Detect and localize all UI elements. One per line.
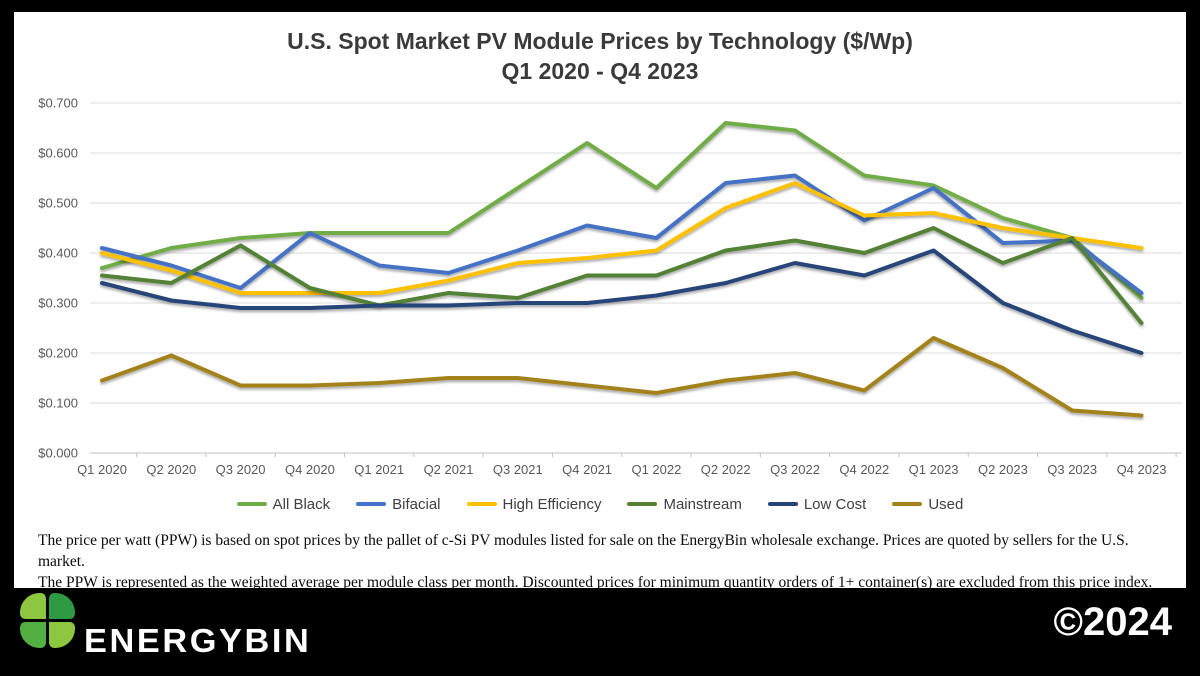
svg-text:$0.300: $0.300 [38,296,78,311]
legend-swatch-mainstream [627,502,658,506]
svg-text:Q4 2020: Q4 2020 [285,462,335,477]
leaf-bottom-left [20,622,46,648]
brand-name: ENERGYBIN [84,622,312,659]
series-line-mainstream [100,226,1144,325]
chart-subtitle: Q1 2020 - Q4 2023 [501,58,699,84]
leaf-bottom-right [49,622,75,648]
svg-text:Q4 2022: Q4 2022 [839,462,889,477]
footer-band: ENERGYBIN ©2024 [0,588,1200,676]
x-axis-labels: Q1 2020 Q2 2020 Q3 2020 Q4 2020 Q1 2021 Q2 20… [77,462,1166,477]
svg-text:Q4 2023: Q4 2023 [1117,462,1167,477]
legend-item-mainstream: Mainstream [627,496,742,513]
legend-item-high-efficiency: High Efficiency [466,496,601,513]
chart-card: U.S. Spot Market PV Module Prices by Tec… [14,12,1186,591]
legend-swatch-used [892,502,923,506]
svg-text:$0.400: $0.400 [38,246,78,261]
svg-text:Q1 2023: Q1 2023 [909,462,959,477]
chart-title: U.S. Spot Market PV Module Prices by Tec… [287,28,913,54]
svg-text:$0.100: $0.100 [38,396,78,411]
svg-text:Q2 2022: Q2 2022 [701,462,751,477]
svg-text:Q3 2020: Q3 2020 [216,462,266,477]
energybin-leaf-icon [20,593,76,649]
legend-swatch-low-cost [767,502,798,506]
svg-text:Q3 2022: Q3 2022 [770,462,820,477]
footnote-line-2: The PPW is represented as the weighted a… [38,574,1153,591]
series-lines [100,121,1144,418]
legend-swatch-bifacial [356,502,387,506]
svg-text:Q3 2021: Q3 2021 [493,462,543,477]
legend-swatch-all-black [236,502,267,506]
svg-text:$0.000: $0.000 [38,446,78,461]
svg-text:$0.500: $0.500 [38,196,78,211]
x-axis [66,453,1177,457]
legend-item-all-black: All Black [236,496,330,513]
legend-item-used: Used [892,496,963,513]
svg-text:Q1 2022: Q1 2022 [631,462,681,477]
copyright-notice: ©2024 [1053,600,1172,644]
svg-text:Q2 2020: Q2 2020 [146,462,196,477]
svg-text:$0.700: $0.700 [38,98,78,111]
series-line-bifacial [100,173,1144,295]
series-line-low-cost [100,248,1144,355]
svg-text:Q1 2020: Q1 2020 [77,462,127,477]
svg-text:$0.200: $0.200 [38,346,78,361]
footnote-line-1: The price per watt (PPW) is based on spo… [38,532,1129,570]
y-axis-labels: $0.000 $0.100 $0.200 $0.300 $0.400 $0.500 $0.6… [38,98,78,461]
series-line-high-efficiency [100,181,1144,295]
svg-text:Q2 2023: Q2 2023 [978,462,1028,477]
chart-legend: All Black Bifacial High Efficiency Mains… [14,492,1186,516]
svg-text:Q2 2021: Q2 2021 [424,462,474,477]
legend-item-low-cost: Low Cost [767,496,866,513]
price-chart: $0.000 $0.100 $0.200 $0.300 $0.400 $0.500 $0.6… [38,98,1182,477]
svg-text:Q1 2021: Q1 2021 [354,462,404,477]
series-line-all-black [100,121,1144,300]
legend-swatch-high-efficiency [466,502,497,506]
svg-text:Q4 2021: Q4 2021 [562,462,612,477]
series-line-used [100,336,1144,418]
leaf-top-left [20,593,46,619]
svg-text:$0.600: $0.600 [38,146,78,161]
legend-item-bifacial: Bifacial [356,496,441,513]
svg-text:Q3 2023: Q3 2023 [1047,462,1097,477]
leaf-top-right [49,593,75,619]
